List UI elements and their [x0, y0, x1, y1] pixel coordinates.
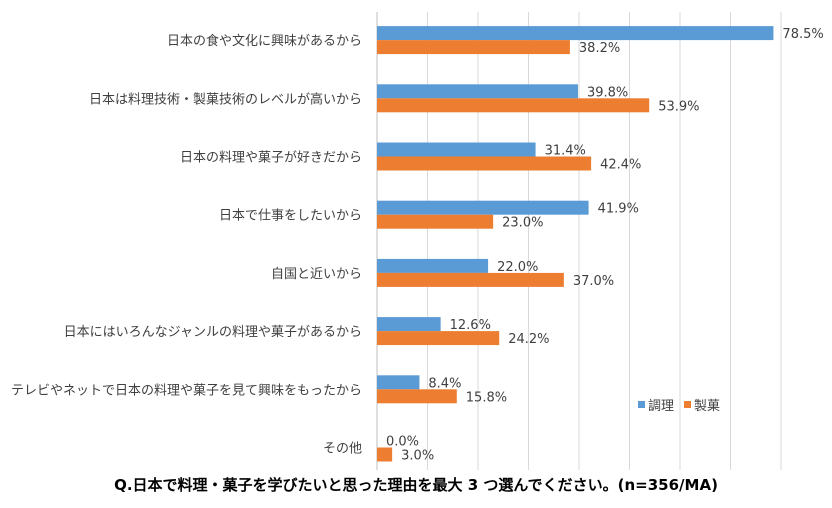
bar-cooking: [377, 200, 589, 215]
category-label: 日本にはいろんなジャンルの料理や菓子があるから: [64, 325, 362, 340]
bar-cooking: [377, 142, 536, 157]
bar-confectionery: [377, 156, 592, 171]
value-labels: 78.5% 38.2% 39.8% 53.9% 31.4% 42.4% 41.9% 23.0%…: [386, 27, 824, 463]
legend-swatch-cooking: [638, 401, 645, 408]
legend-swatch-confectionery: [684, 401, 691, 408]
category-label: 日本の食や文化に興味があるから: [167, 33, 362, 49]
value-label-confectionery: 23.0%: [502, 216, 543, 231]
value-label-cooking: 31.4%: [545, 144, 586, 159]
value-label-cooking: 39.8%: [587, 85, 628, 100]
chart-title: Q.日本で料理・菓子を学びたいと思った理由を最大 3 つ選んでください。(n=3…: [114, 476, 718, 494]
value-label-confectionery: 24.2%: [508, 332, 549, 347]
bars: [377, 26, 774, 462]
value-label-cooking: 41.9%: [598, 202, 639, 217]
value-label-cooking: 78.5%: [782, 27, 823, 42]
bar-confectionery: [377, 98, 650, 113]
value-label-confectionery: 42.4%: [600, 158, 641, 173]
bar-chart: 日本の食や文化に興味があるから日本は料理技術・製菓技術のレベルが高いから日本の料…: [11, 12, 824, 470]
bar-confectionery: [377, 214, 494, 229]
bar-confectionery: [377, 272, 564, 287]
value-label-cooking: 22.0%: [497, 260, 538, 275]
value-label-cooking: 12.6%: [450, 318, 491, 333]
bar-cooking: [377, 375, 420, 390]
value-label-confectionery: 3.0%: [401, 449, 434, 464]
value-label-confectionery: 38.2%: [579, 41, 620, 56]
bar-confectionery: [377, 40, 570, 55]
bar-confectionery: [377, 331, 500, 346]
value-label-confectionery: 15.8%: [466, 390, 507, 405]
legend-label-cooking: 調理: [648, 399, 674, 414]
category-label: 日本の料理や菓子が好きだから: [180, 151, 362, 166]
legend: 調理 製菓: [638, 399, 720, 414]
category-label: その他: [323, 442, 362, 457]
bar-cooking: [377, 317, 441, 332]
value-label-confectionery: 37.0%: [573, 274, 614, 289]
legend-label-confectionery: 製菓: [694, 399, 720, 414]
value-label-cooking: 0.0%: [386, 435, 419, 450]
category-label: テレビやネットで日本の料理や菓子を見て興味をもったから: [11, 383, 362, 398]
bar-cooking: [377, 26, 774, 41]
category-label: 日本は料理技術・製菓技術のレベルが高いから: [89, 91, 362, 107]
category-label: 日本で仕事をしたいから: [219, 209, 362, 224]
bar-confectionery: [377, 389, 457, 404]
category-label: 自国と近いから: [271, 267, 362, 282]
bar-cooking: [377, 258, 489, 273]
bar-cooking: [377, 84, 578, 99]
value-label-confectionery: 53.9%: [658, 99, 699, 114]
category-labels: 日本の食や文化に興味があるから日本は料理技術・製菓技術のレベルが高いから日本の料…: [11, 33, 362, 456]
value-label-cooking: 8.4%: [428, 376, 461, 391]
bar-confectionery: [377, 447, 393, 462]
